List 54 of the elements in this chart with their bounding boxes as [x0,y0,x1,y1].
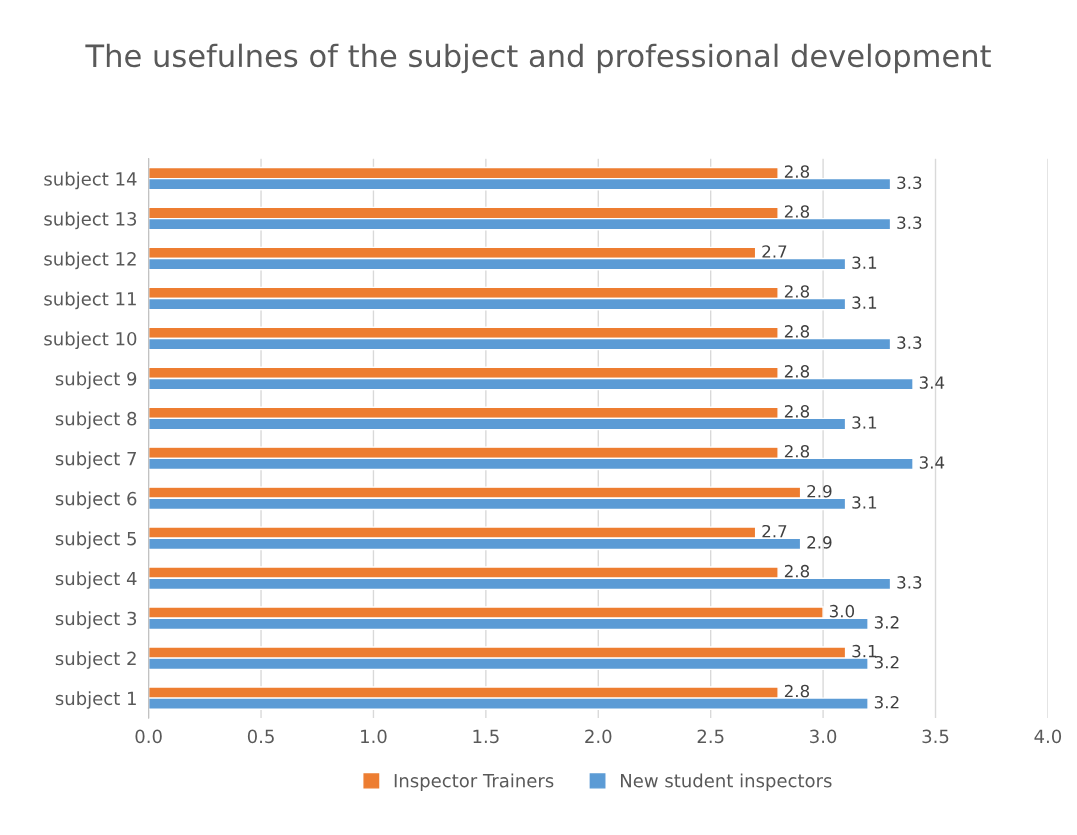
data-label: 3.3 [897,336,922,349]
data-label: 2.8 [784,205,810,218]
data-label: 2.8 [784,444,810,458]
x-tick-label: 1.0 [361,729,387,744]
data-label: 3.1 [852,296,877,309]
data-label: 3.2 [874,616,899,629]
x-tick-label: 2.0 [585,729,612,744]
data-label: 3.0 [829,604,855,618]
data-label: 2.8 [784,405,810,418]
data-label: 3.2 [874,695,899,709]
x-tick-label: 2.5 [697,729,724,744]
y-tick-label: subject 4 [55,571,137,589]
data-label: 2.9 [807,484,832,498]
y-tick-label: subject 1 [55,691,136,709]
data-label: 3.4 [919,376,945,389]
y-tick-label: subject 5 [55,531,136,549]
x-tick-label: 0.5 [247,729,274,744]
y-tick-label: subject 14 [44,171,137,190]
chart-title: The usefulnes of the subject and professional development [85,43,991,74]
legend-label: Inspector Trainers [394,773,554,791]
y-tick-label: subject 9 [55,371,137,390]
data-label: 2.7 [762,245,787,258]
data-label: 3.3 [897,216,922,230]
data-label: 3.2 [874,655,899,669]
y-tick-label: subject 11 [44,291,136,310]
data-label: 2.8 [784,325,810,338]
data-label: 3.1 [852,644,877,658]
data-label: 3.3 [897,176,922,190]
data-label: 3.1 [852,496,877,509]
legend-label: New student inspectors [621,773,832,791]
y-tick-label: subject 2 [55,651,136,669]
y-tick-label: subject 7 [55,451,136,469]
data-label: 3.3 [897,576,922,589]
y-tick-label: subject 6 [55,491,137,509]
data-label: 3.1 [852,256,877,269]
x-tick-label: 0.0 [135,729,162,744]
y-tick-label: subject 12 [44,251,136,270]
y-tick-label: subject 10 [44,331,137,350]
y-tick-label: subject 13 [44,211,137,230]
y-tick-label: subject 3 [55,611,137,629]
data-label: 2.8 [784,285,810,298]
data-label: 2.8 [784,165,810,178]
x-tick-label: 3.0 [810,729,837,744]
x-tick-label: 1.5 [473,729,499,744]
x-tick-label: 3.5 [922,729,949,744]
data-label: 2.8 [784,365,810,378]
x-tick-label: 4.0 [1034,729,1062,744]
data-label: 3.1 [852,416,877,429]
data-label: 2.8 [784,564,810,578]
data-label: 2.7 [762,524,787,538]
data-label: 3.4 [919,456,945,469]
data-label: 2.9 [807,536,832,549]
data-label: 2.8 [784,684,810,698]
y-tick-label: subject 8 [55,411,137,430]
